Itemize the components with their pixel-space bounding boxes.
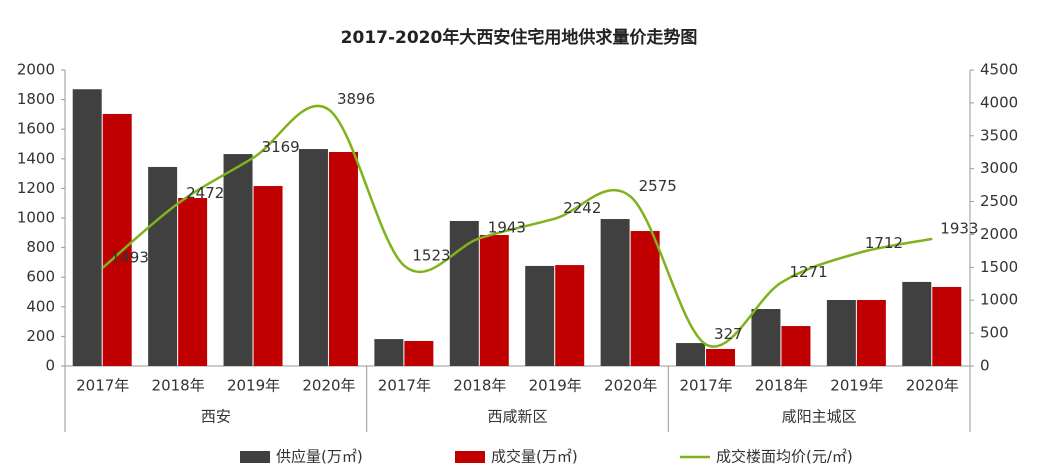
bar [781, 326, 811, 366]
y2-tick-label: 500 [980, 324, 1009, 342]
group-label: 咸阳主城区 [782, 408, 857, 426]
y-tick-label: 400 [26, 297, 55, 315]
bar [102, 113, 132, 367]
x-tick-label: 2020年 [604, 377, 657, 395]
x-tick-label: 2019年 [830, 377, 883, 395]
group-label: 西安 [201, 408, 231, 426]
bar [298, 149, 328, 366]
data-label: 3896 [337, 90, 375, 108]
group-label: 西咸新区 [487, 408, 547, 426]
y2-tick-label: 1500 [980, 258, 1018, 276]
x-tick-label: 2018年 [453, 377, 506, 395]
bar [253, 186, 283, 366]
y-tick-label: 800 [26, 238, 55, 256]
bar [525, 265, 555, 366]
y-tick-label: 1000 [17, 209, 55, 227]
bar [449, 220, 479, 366]
y2-tick-label: 3500 [980, 126, 1018, 144]
data-label: 2242 [563, 199, 601, 217]
bar [600, 219, 630, 366]
y2-tick-label: 4500 [980, 61, 1018, 79]
y-tick-label: 1800 [17, 90, 55, 108]
y-tick-label: 1600 [17, 120, 55, 138]
legend-label: 供应量(万㎡) [276, 448, 363, 466]
line [101, 104, 933, 348]
bar [374, 339, 404, 366]
bar [751, 309, 781, 366]
y2-tick-label: 2000 [980, 225, 1018, 243]
bar [479, 235, 509, 366]
x-tick-label: 2019年 [227, 377, 280, 395]
y2-tick-label: 1000 [980, 291, 1018, 309]
x-tick-label: 2020年 [906, 377, 959, 395]
bar [706, 348, 736, 366]
bar [932, 286, 962, 366]
data-label: 327 [714, 325, 743, 343]
x-tick-label: 2017年 [679, 377, 732, 395]
bar [676, 343, 706, 366]
bar [328, 151, 358, 366]
bar [555, 265, 585, 366]
bar [404, 340, 434, 366]
data-label: 1523 [412, 246, 450, 264]
x-tick-label: 2019年 [529, 377, 582, 395]
bar [223, 154, 253, 366]
data-label: 1712 [865, 234, 903, 252]
bar [148, 166, 178, 366]
bar [178, 198, 208, 366]
legend-swatch [240, 451, 270, 463]
bar [72, 89, 102, 367]
x-tick-label: 2018年 [755, 377, 808, 395]
x-tick-label: 2017年 [76, 377, 129, 395]
data-label: 1493 [111, 248, 149, 266]
bar [856, 299, 886, 366]
bar [826, 299, 856, 366]
data-label: 3169 [262, 138, 300, 156]
y2-tick-label: 0 [980, 357, 990, 375]
legend-swatch [455, 451, 485, 463]
data-label: 1943 [488, 219, 526, 237]
bar [902, 281, 932, 366]
y2-tick-label: 2500 [980, 192, 1018, 210]
y-tick-label: 0 [45, 357, 55, 375]
data-label: 1271 [789, 263, 827, 281]
legend-label: 成交楼面均价(元/㎡) [716, 448, 853, 466]
y2-tick-label: 4000 [980, 93, 1018, 111]
y-tick-label: 2000 [17, 61, 55, 79]
data-label: 1933 [940, 219, 978, 237]
x-tick-label: 2020年 [302, 377, 355, 395]
data-label: 2472 [186, 184, 224, 202]
x-tick-label: 2018年 [152, 377, 205, 395]
chart-title: 2017-2020年大西安住宅用地供求量价走势图 [341, 27, 698, 48]
data-label: 2575 [639, 177, 677, 195]
legend-label: 成交量(万㎡) [491, 448, 578, 466]
y2-tick-label: 3000 [980, 159, 1018, 177]
y-tick-label: 1400 [17, 149, 55, 167]
x-tick-label: 2017年 [378, 377, 431, 395]
bar [630, 231, 660, 366]
y-tick-label: 600 [26, 268, 55, 286]
y-tick-label: 1200 [17, 179, 55, 197]
y-tick-label: 200 [26, 327, 55, 345]
